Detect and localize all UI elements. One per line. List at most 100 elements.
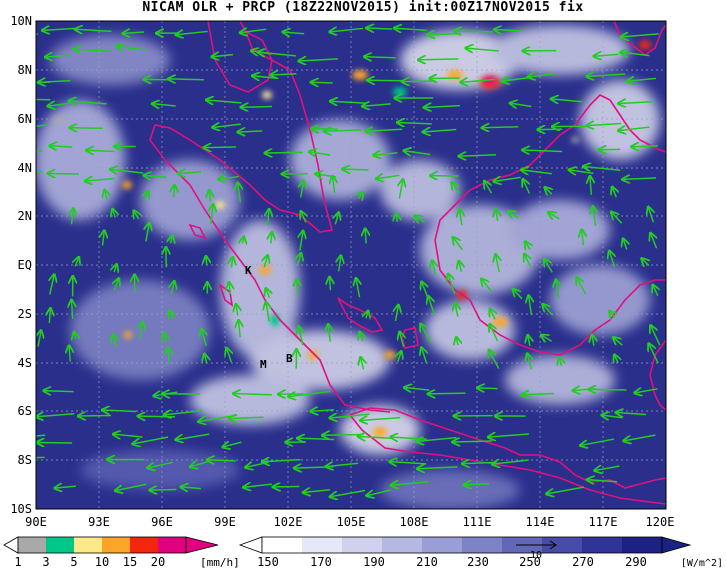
wind-arrow	[343, 169, 369, 170]
olr-swatch-0	[262, 537, 303, 553]
precip-tick-5: 20	[151, 555, 165, 569]
olr-tick-2: 190	[363, 555, 385, 569]
olr-swatch-8	[582, 537, 623, 553]
wind-arrow	[174, 185, 175, 197]
precip-tick-4: 15	[123, 555, 137, 569]
svg-text:117E: 117E	[589, 515, 618, 529]
wind-arrow	[632, 146, 658, 147]
wind-arrow	[138, 416, 175, 417]
olr-tick-7: 290	[625, 555, 647, 569]
wind-arrow	[265, 152, 303, 153]
olr-unit: [W/m^2]	[681, 558, 723, 569]
svg-text:6S: 6S	[18, 404, 32, 418]
precip-swatch-4	[130, 537, 158, 553]
wind-arrow	[150, 490, 176, 491]
olr-legend-arrow-left	[240, 537, 262, 553]
olr-swatch-1	[302, 537, 343, 553]
svg-text:102E: 102E	[274, 515, 303, 529]
olr-swatch-4	[422, 537, 463, 553]
precip-tick-3: 10	[95, 555, 109, 569]
svg-text:2N: 2N	[18, 209, 32, 223]
wind-arrow	[477, 388, 497, 389]
svg-text:4N: 4N	[18, 161, 32, 175]
wind-arrow	[430, 78, 460, 79]
lon-labels: 90E 93E 96E 99E 102E 105E 108E 111E 114E…	[25, 515, 674, 529]
station-label-k: K	[245, 264, 252, 277]
station-label-m: M	[260, 358, 267, 371]
svg-text:10S: 10S	[10, 502, 32, 516]
station-label-b: B	[286, 352, 293, 365]
olr-swatch-9	[622, 537, 663, 553]
precip-swatch-0	[18, 537, 46, 553]
wind-arrow	[428, 393, 466, 394]
wind-arrow	[418, 59, 458, 60]
svg-text:93E: 93E	[88, 515, 110, 529]
wind-arrow	[329, 277, 330, 290]
olr-legend: 150 170 190 210 230 250 270 290 10 [W/m^…	[240, 537, 723, 569]
precip-tick-1: 3	[42, 555, 49, 569]
wind-arrow	[368, 80, 403, 81]
wind-arrow	[16, 99, 50, 100]
svg-text:EQ: EQ	[18, 258, 32, 272]
wind-arrow	[209, 191, 210, 202]
svg-text:96E: 96E	[151, 515, 173, 529]
precip-swatch-3	[102, 537, 130, 553]
vector-reference-value: 10	[530, 550, 542, 561]
map-field: K M B	[11, 21, 666, 510]
svg-text:10N: 10N	[10, 14, 32, 28]
wind-arrow	[70, 128, 103, 129]
wind-arrow	[297, 279, 298, 294]
svg-text:111E: 111E	[463, 515, 492, 529]
wind-arrow	[12, 32, 38, 34]
svg-text:99E: 99E	[214, 515, 236, 529]
svg-text:90E: 90E	[25, 515, 47, 529]
precip-swatch-2	[74, 537, 102, 553]
wind-arrow	[243, 237, 244, 243]
wind-arrow	[168, 79, 203, 80]
olr-tick-0: 150	[257, 555, 279, 569]
svg-text:8N: 8N	[18, 63, 32, 77]
svg-text:2S: 2S	[18, 307, 32, 321]
wind-arrow	[402, 81, 435, 82]
wind-arrow	[365, 229, 366, 244]
precip-swatch-5	[158, 537, 186, 553]
olr-legend-arrow-right	[662, 537, 690, 553]
svg-text:4S: 4S	[18, 356, 32, 370]
wind-arrow	[453, 441, 492, 442]
precip-tick-2: 5	[70, 555, 77, 569]
wind-arrow	[454, 31, 493, 32]
precip-swatch-1	[46, 537, 74, 553]
precip-tick-0: 1	[14, 555, 21, 569]
svg-text:6N: 6N	[18, 112, 32, 126]
precip-legend: 1 3 5 10 15 20 [mm/h]	[4, 537, 240, 569]
figure-title: NICAM OLR + PRCP (18Z22NOV2015) init:00Z…	[0, 0, 726, 16]
olr-swatch-3	[382, 537, 423, 553]
svg-text:114E: 114E	[526, 515, 555, 529]
wind-arrow	[48, 173, 79, 174]
olr-tick-3: 210	[416, 555, 438, 569]
wind-arrow	[204, 147, 236, 148]
olr-swatch-5	[462, 537, 503, 553]
olr-tick-4: 230	[467, 555, 489, 569]
svg-text:108E: 108E	[400, 515, 429, 529]
wind-arrow	[206, 256, 207, 265]
precip-unit: [mm/h]	[200, 556, 240, 569]
svg-text:105E: 105E	[337, 515, 366, 529]
wind-arrow	[599, 149, 620, 150]
precip-legend-arrow-left	[4, 537, 18, 553]
olr-tick-6: 270	[572, 555, 594, 569]
precip-legend-arrow-right	[186, 537, 218, 553]
wind-arrow	[311, 82, 333, 83]
olr-tick-1: 170	[310, 555, 332, 569]
wind-arrow	[241, 107, 272, 108]
wind-arrow	[322, 434, 363, 435]
olr-swatch-2	[342, 537, 383, 553]
wind-arrow	[589, 389, 626, 390]
svg-text:120E: 120E	[646, 515, 675, 529]
wind-arrow	[482, 127, 518, 128]
wind-arrow	[44, 391, 74, 392]
svg-text:8S: 8S	[18, 453, 32, 467]
lat-labels: 10N 8N 6N 4N 2N EQ 2S 4S 6S 8S 10S	[10, 14, 32, 516]
